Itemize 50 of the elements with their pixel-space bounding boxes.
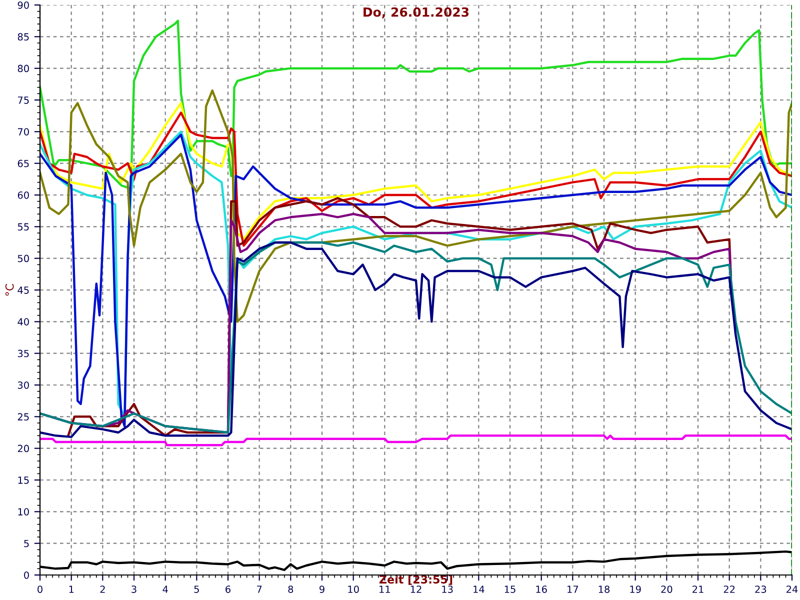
x-tick-label: 10 xyxy=(348,586,359,593)
y-tick-label: 55 xyxy=(18,223,29,230)
x-tick-label: 21 xyxy=(692,586,704,593)
x-tick-label: 1 xyxy=(69,586,74,593)
x-tick-label: 22 xyxy=(724,586,735,593)
y-tick-label: 5 xyxy=(24,540,29,548)
y-tick-label: 20 xyxy=(18,444,29,452)
x-tick-label: 16 xyxy=(536,586,547,593)
x-tick-label: 24 xyxy=(786,586,798,593)
y-tick-label: 75 xyxy=(18,96,29,104)
x-tick-label: 19 xyxy=(630,586,641,593)
y-tick-label: 50 xyxy=(18,254,29,262)
x-tick-label: 9 xyxy=(320,586,324,593)
x-tick-label: 0 xyxy=(38,586,42,593)
x-tick-label: 12 xyxy=(410,586,422,593)
x-tick-label: 14 xyxy=(474,586,484,593)
x-axis-title: Zeit [23:55] xyxy=(379,575,452,585)
y-tick-label: 25 xyxy=(18,413,29,420)
y-tick-label: 30 xyxy=(18,381,29,389)
x-tick-label: 5 xyxy=(194,586,199,593)
y-tick-label: 60 xyxy=(18,191,29,199)
x-tick-label: 20 xyxy=(661,586,672,593)
y-tick-label: 10 xyxy=(18,508,29,516)
x-tick-label: 8 xyxy=(288,586,294,593)
y-axis-title: °C xyxy=(5,284,14,296)
y-tick-label: 40 xyxy=(18,318,29,326)
x-tick-label: 17 xyxy=(568,586,578,593)
x-tick-label: 6 xyxy=(226,586,230,593)
y-tick-label: 0 xyxy=(24,571,29,579)
x-tick-label: 3 xyxy=(132,586,136,593)
x-tick-label: 18 xyxy=(598,586,610,593)
x-tick-label: 13 xyxy=(442,586,453,593)
x-tick-label: 2 xyxy=(100,586,105,593)
y-tick-label: 85 xyxy=(18,33,29,40)
x-tick-label: 7 xyxy=(257,586,262,593)
y-tick-label: 70 xyxy=(18,128,29,136)
x-tick-label: 23 xyxy=(755,586,766,593)
x-tick-label: 11 xyxy=(380,586,390,593)
x-tick-label: 15 xyxy=(504,586,516,593)
y-tick-label: 80 xyxy=(18,64,29,72)
line-series xyxy=(40,89,792,323)
y-tick-label: 90 xyxy=(18,1,29,9)
chart-title: Do, 26.01.2023 xyxy=(364,7,469,18)
y-tick-label: 45 xyxy=(18,286,29,294)
y-tick-label: 15 xyxy=(18,476,29,484)
y-tick-label: 35 xyxy=(18,350,29,358)
x-tick-label: 4 xyxy=(162,586,168,593)
line-series xyxy=(40,434,792,446)
y-tick-label: 65 xyxy=(18,160,29,168)
line-series xyxy=(40,20,792,190)
